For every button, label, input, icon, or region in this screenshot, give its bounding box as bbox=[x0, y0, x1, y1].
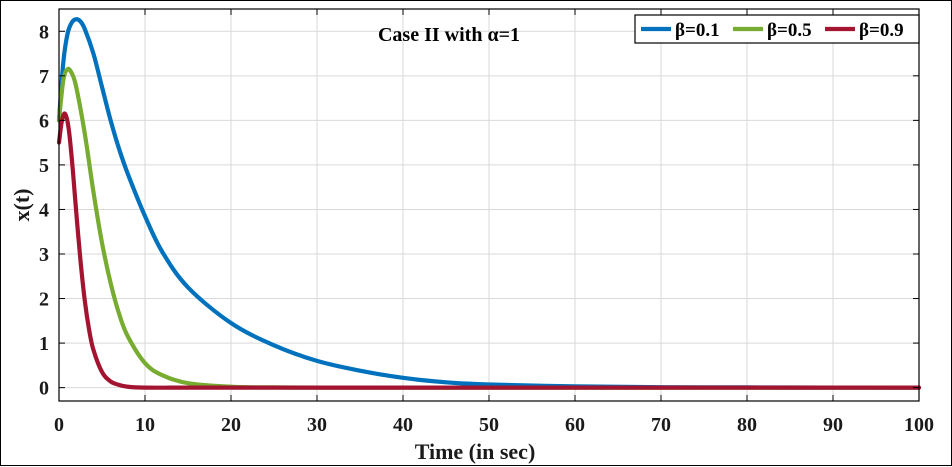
x-tick-label: 100 bbox=[904, 414, 934, 436]
y-tick-label: 0 bbox=[39, 378, 49, 400]
x-tick-label: 30 bbox=[307, 414, 327, 436]
legend-label: β=0.9 bbox=[859, 20, 904, 41]
y-tick-label: 8 bbox=[39, 21, 49, 43]
x-tick-label: 80 bbox=[737, 414, 757, 436]
chart-title: Case II with α=1 bbox=[378, 24, 520, 46]
series-line-beta-0-9 bbox=[56, 111, 922, 390]
y-tick-label: 1 bbox=[39, 333, 49, 355]
x-tick-label: 20 bbox=[221, 414, 241, 436]
legend-box bbox=[634, 14, 920, 44]
legend: β=0.1 β=0.5 β=0.9 bbox=[634, 14, 920, 44]
y-tick-label: 5 bbox=[39, 155, 49, 177]
x-tick-label: 0 bbox=[54, 414, 64, 436]
y-tick-label: 4 bbox=[39, 199, 49, 221]
axis-ticks: 0 10 20 30 40 50 60 70 80 90 100 0 1 2 3 4 5 6 7 8 bbox=[39, 9, 934, 436]
y-axis-label: x(t) bbox=[9, 189, 34, 222]
x-tick-label: 40 bbox=[393, 414, 413, 436]
series-lines bbox=[56, 17, 922, 390]
x-tick-label: 10 bbox=[135, 414, 155, 436]
x-axis-label: Time (in sec) bbox=[415, 439, 536, 464]
legend-label: β=0.5 bbox=[767, 20, 812, 41]
y-tick-label: 6 bbox=[39, 110, 49, 132]
y-tick-label: 3 bbox=[39, 244, 49, 266]
x-tick-label: 90 bbox=[823, 414, 843, 436]
legend-label: β=0.1 bbox=[675, 20, 720, 41]
x-tick-label: 60 bbox=[565, 414, 585, 436]
y-tick-label: 2 bbox=[39, 289, 49, 311]
x-tick-label: 70 bbox=[651, 414, 671, 436]
x-tick-label: 50 bbox=[479, 414, 499, 436]
grid bbox=[58, 9, 920, 401]
y-tick-label: 7 bbox=[39, 66, 49, 88]
